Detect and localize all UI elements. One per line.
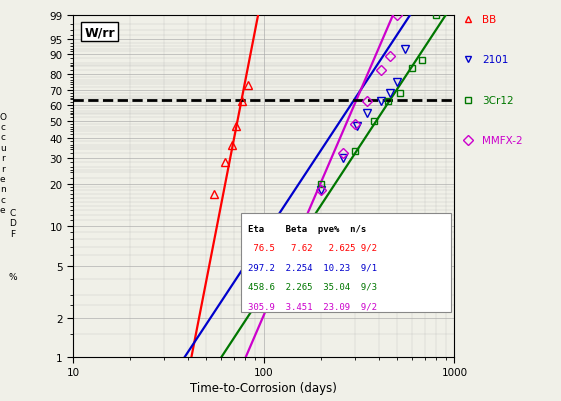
Text: W/rr: W/rr xyxy=(84,26,115,39)
Text: %: % xyxy=(8,273,17,282)
FancyBboxPatch shape xyxy=(241,214,450,313)
Text: 3Cr12: 3Cr12 xyxy=(482,95,514,105)
Text: 297.2  2.254  10.23  9/1: 297.2 2.254 10.23 9/1 xyxy=(249,263,378,271)
Text: O
c
c
u
r
r
e
n
c
e: O c c u r r e n c e xyxy=(0,112,6,215)
Text: 76.5   7.62   2.625 9/2: 76.5 7.62 2.625 9/2 xyxy=(249,243,378,252)
Text: C
D
F: C D F xyxy=(9,209,16,238)
Text: 458.6  2.265  35.04  9/3: 458.6 2.265 35.04 9/3 xyxy=(249,282,378,291)
Text: MMFX-2: MMFX-2 xyxy=(482,136,523,145)
X-axis label: Time-to-Corrosion (days): Time-to-Corrosion (days) xyxy=(190,381,337,394)
Text: BB: BB xyxy=(482,15,496,25)
Text: 305.9  3.451  23.09  9/2: 305.9 3.451 23.09 9/2 xyxy=(249,302,378,311)
Text: Eta    Beta  pve%  n/s: Eta Beta pve% n/s xyxy=(249,224,367,233)
Text: 2101: 2101 xyxy=(482,55,509,65)
